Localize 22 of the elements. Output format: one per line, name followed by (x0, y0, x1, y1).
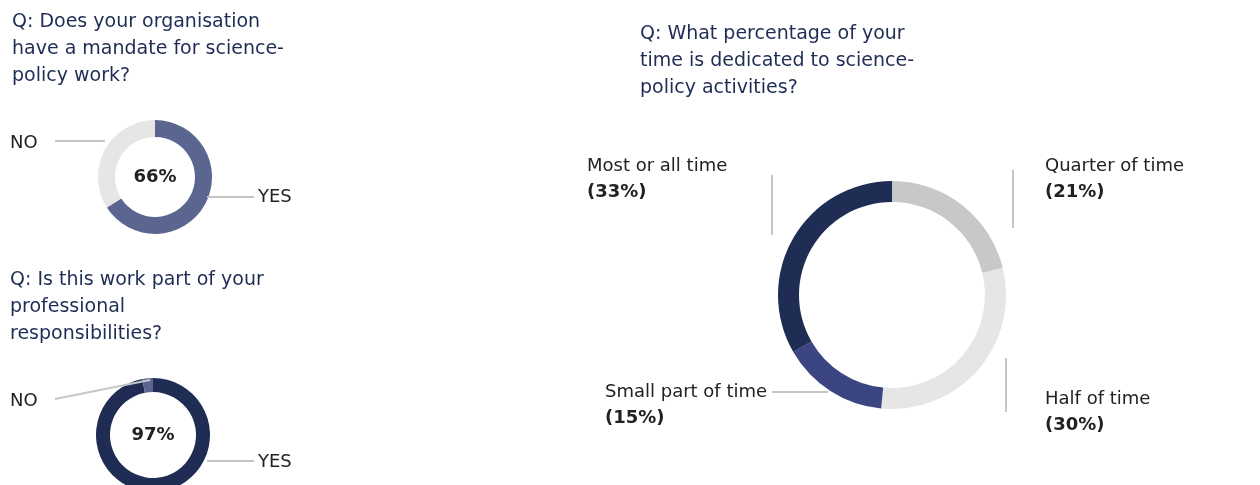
slice-label: Quarter of time (1045, 154, 1184, 175)
data-label: 66% (133, 165, 177, 186)
data-label: (21%) (1045, 180, 1105, 201)
slice-label: NO (10, 131, 38, 152)
slice-label: YES (257, 185, 292, 206)
slice-label: NO (10, 389, 38, 410)
data-label: 97% (131, 423, 175, 444)
donut-slice (881, 268, 1006, 409)
data-label: (15%) (605, 406, 665, 427)
data-label: (30%) (1045, 413, 1105, 434)
chart-title: Q: What percentage of your time is dedicated to science-policy activities? (640, 21, 915, 97)
donut-slice (892, 181, 1003, 274)
chart-title: Q: Is this work part of your professional responsibilities? (10, 267, 264, 343)
slice-label: Small part of time (605, 380, 768, 401)
donut-slice (793, 341, 884, 409)
donut-slice (778, 181, 892, 352)
slice-label: YES (257, 450, 292, 471)
donut-slice (106, 120, 212, 234)
chart-title: Q: Does your organisation have a mandate for science-policy work? (12, 9, 284, 85)
data-label: (33%) (587, 180, 647, 201)
slice-label: Most or all time (587, 154, 728, 175)
slice-label: Half of time (1045, 387, 1151, 408)
